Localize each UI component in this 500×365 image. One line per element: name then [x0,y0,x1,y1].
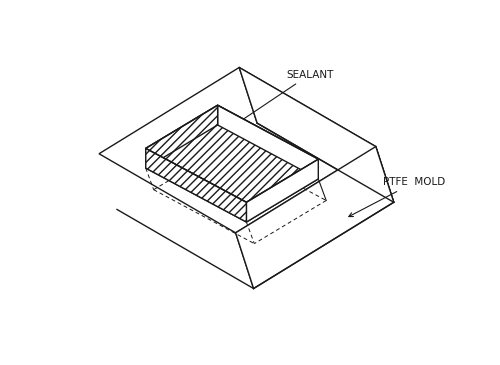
Text: SEALANT: SEALANT [224,70,334,132]
Polygon shape [99,68,376,233]
Polygon shape [218,105,318,179]
Polygon shape [246,159,318,222]
Polygon shape [236,147,394,289]
Polygon shape [146,125,318,222]
Polygon shape [239,68,394,202]
Polygon shape [146,148,246,222]
Polygon shape [146,105,318,202]
Text: PTFE  MOLD: PTFE MOLD [349,177,445,216]
Polygon shape [146,105,218,168]
